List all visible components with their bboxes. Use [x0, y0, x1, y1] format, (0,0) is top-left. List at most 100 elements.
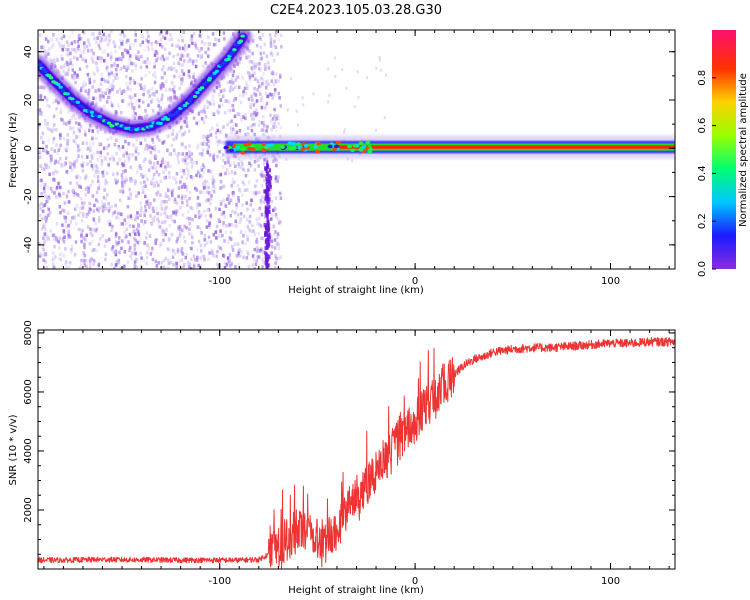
noise-speck: [47, 237, 50, 241]
noise-speck: [140, 205, 143, 210]
noise-speck: [94, 163, 97, 168]
noise-speck: [181, 185, 184, 189]
noise-speck: [70, 168, 74, 172]
noise-speck: [143, 84, 146, 89]
noise-speck: [246, 48, 249, 52]
noise-speck: [206, 208, 209, 212]
noise-speck: [111, 245, 115, 249]
noise-speck: [50, 171, 54, 176]
noise-speck: [53, 266, 56, 269]
noise-speck: [279, 125, 283, 130]
noise-speck: [43, 232, 46, 236]
band-blob: [367, 150, 373, 154]
noise-speck: [193, 257, 197, 262]
noise-speck: [157, 261, 160, 265]
noise-streak: [265, 208, 268, 213]
noise-speck: [242, 92, 245, 97]
noise-speck: [185, 152, 188, 156]
band-blob: [291, 141, 297, 146]
noise-streak: [266, 254, 269, 259]
noise-speck: [105, 206, 109, 211]
noise-speck: [253, 190, 256, 195]
noise-speck: [222, 31, 226, 35]
spectrogram-xtick-label: 0: [412, 276, 418, 287]
noise-speck: [114, 263, 118, 267]
noise-speck: [226, 73, 229, 77]
noise-speck: [200, 213, 203, 218]
noise-speck: [113, 143, 117, 147]
noise-speck: [265, 54, 269, 59]
noise-speck: [39, 183, 42, 188]
arc-peak: [43, 69, 48, 74]
noise-speck: [81, 169, 85, 173]
noise-speck: [83, 130, 87, 134]
noise-speck: [121, 54, 125, 59]
noise-speck: [189, 160, 193, 164]
noise-speck: [160, 45, 164, 49]
noise-speck: [61, 57, 64, 61]
noise-speck: [217, 142, 220, 147]
noise-speck: [177, 160, 181, 165]
noise-speck: [67, 229, 70, 234]
noise-speck: [200, 174, 204, 179]
noise-speck: [153, 61, 157, 65]
noise-speck: [251, 51, 255, 56]
noise-speck: [144, 204, 147, 209]
noise-speck: [187, 232, 191, 236]
noise-speck: [60, 54, 63, 58]
noise-speck: [237, 262, 240, 267]
noise-speck: [257, 158, 261, 162]
noise-speck: [274, 179, 278, 184]
noise-speck: [66, 142, 69, 146]
noise-streak: [268, 186, 271, 191]
noise-speck: [276, 232, 280, 236]
noise-speck: [151, 257, 155, 262]
noise-speck: [42, 247, 45, 252]
noise-speck: [132, 95, 135, 99]
noise-speck: [176, 52, 180, 57]
noise-speck: [277, 116, 281, 121]
noise-speck: [83, 253, 87, 258]
noise-speck: [185, 46, 189, 50]
noise-streak: [270, 268, 273, 269]
noise-speck: [40, 227, 43, 232]
noise-speck: [169, 164, 173, 169]
noise-speck: [104, 79, 107, 83]
noise-speck: [166, 161, 170, 165]
noise-speck: [104, 181, 107, 186]
noise-speck: [385, 73, 388, 77]
noise-speck: [180, 246, 184, 251]
noise-speck: [82, 85, 85, 89]
noise-speck: [182, 235, 186, 239]
noise-speck: [246, 86, 249, 91]
noise-speck: [91, 179, 94, 184]
noise-speck: [110, 64, 113, 68]
noise-speck: [79, 206, 82, 210]
noise-speck: [173, 90, 176, 94]
noise-speck: [229, 67, 232, 72]
noise-speck: [233, 171, 237, 175]
noise-speck: [42, 258, 46, 263]
noise-speck: [261, 236, 265, 241]
noise-speck: [244, 242, 247, 246]
noise-speck: [253, 86, 256, 91]
noise-speck: [126, 66, 130, 70]
noise-speck: [262, 51, 266, 55]
noise-speck: [207, 235, 211, 240]
noise-speck: [143, 213, 147, 218]
noise-speck: [234, 265, 237, 269]
noise-speck: [301, 96, 304, 100]
noise-speck: [139, 141, 143, 146]
noise-speck: [124, 139, 127, 144]
noise-speck: [260, 56, 264, 60]
noise-speck: [41, 131, 45, 136]
noise-speck: [226, 224, 230, 228]
noise-speck: [84, 118, 87, 123]
noise-speck: [269, 187, 273, 192]
noise-speck: [134, 33, 138, 37]
noise-speck: [207, 169, 210, 173]
noise-speck: [78, 37, 81, 41]
noise-speck: [43, 167, 46, 171]
snr-series-line: [38, 336, 675, 569]
noise-speck: [83, 258, 86, 263]
